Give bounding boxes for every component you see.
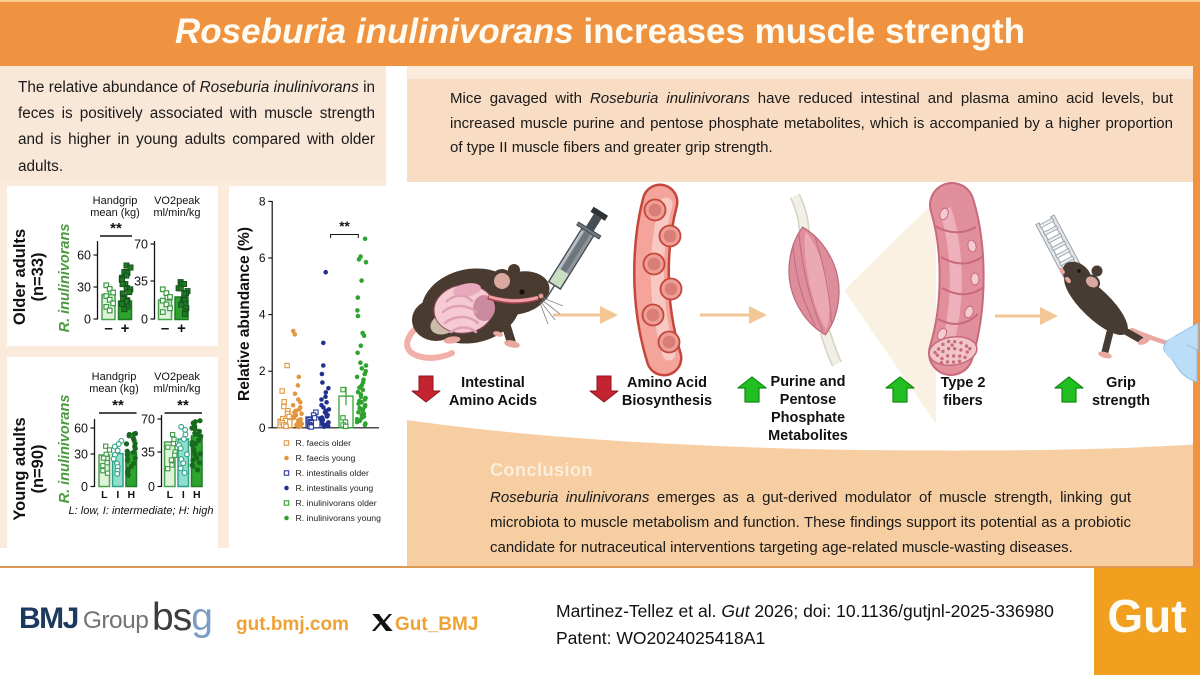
svg-text:R. intestinalis older: R. intestinalis older <box>296 468 370 478</box>
svg-text:70: 70 <box>141 413 155 427</box>
svg-text:6: 6 <box>259 251 266 265</box>
svg-text:R. inulinivorans: R. inulinivorans <box>57 224 73 333</box>
svg-text:**: ** <box>110 220 122 237</box>
svg-text:30: 30 <box>77 281 91 295</box>
svg-text:0: 0 <box>259 421 266 435</box>
svg-text:60: 60 <box>74 422 88 436</box>
svg-text:(n=90): (n=90) <box>29 444 47 493</box>
svg-text:+: + <box>121 320 130 337</box>
svg-text:70: 70 <box>134 238 148 252</box>
svg-text:R. intestinalis young: R. intestinalis young <box>296 483 374 493</box>
svg-text:0: 0 <box>81 480 88 494</box>
svg-text:(n=33): (n=33) <box>29 252 47 301</box>
svg-text:Older adults: Older adults <box>11 229 29 325</box>
svg-text:VO2peak: VO2peak <box>154 371 200 383</box>
svg-text:**: ** <box>177 397 189 414</box>
svg-text:R. faecis young: R. faecis young <box>296 453 356 463</box>
svg-text:35: 35 <box>141 446 155 460</box>
svg-text:R. inulinivorans: R. inulinivorans <box>57 395 73 504</box>
svg-text:30: 30 <box>74 448 88 462</box>
svg-text:L: L <box>101 489 108 501</box>
svg-text:mean (kg): mean (kg) <box>90 207 140 219</box>
svg-text:0: 0 <box>84 313 91 327</box>
svg-text:H: H <box>128 489 136 501</box>
svg-text:Handgrip: Handgrip <box>92 371 137 383</box>
svg-text:–: – <box>161 320 169 337</box>
svg-text:0: 0 <box>148 480 155 494</box>
svg-text:L: L <box>167 489 174 501</box>
svg-text:35: 35 <box>134 275 148 289</box>
svg-text:60: 60 <box>77 249 91 263</box>
svg-text:Handgrip: Handgrip <box>93 195 138 207</box>
svg-text:ml/min/kg: ml/min/kg <box>153 383 200 395</box>
svg-text:Relative abundance (%): Relative abundance (%) <box>236 227 253 401</box>
svg-text:Young adults: Young adults <box>11 417 29 520</box>
svg-text:**: ** <box>339 219 350 234</box>
svg-text:8: 8 <box>259 194 266 208</box>
svg-text:I: I <box>182 489 185 501</box>
svg-text:4: 4 <box>259 308 266 322</box>
svg-text:VO2peak: VO2peak <box>154 195 200 207</box>
svg-text:R. inulinivorans older: R. inulinivorans older <box>296 498 377 508</box>
svg-text:ml/min/kg: ml/min/kg <box>153 207 200 219</box>
svg-text:0: 0 <box>141 313 148 327</box>
svg-text:**: ** <box>112 397 124 414</box>
svg-text:–: – <box>104 320 112 337</box>
svg-text:2: 2 <box>259 364 266 378</box>
svg-text:mean (kg): mean (kg) <box>89 383 139 395</box>
svg-text:I: I <box>116 489 119 501</box>
svg-text:H: H <box>193 489 201 501</box>
svg-text:+: + <box>177 320 186 337</box>
svg-text:L: low, I: intermediate; H: hi: L: low, I: intermediate; H: high <box>69 505 214 517</box>
svg-text:R. inulinivorans young: R. inulinivorans young <box>296 513 382 523</box>
svg-text:R. faecis older: R. faecis older <box>296 438 352 448</box>
